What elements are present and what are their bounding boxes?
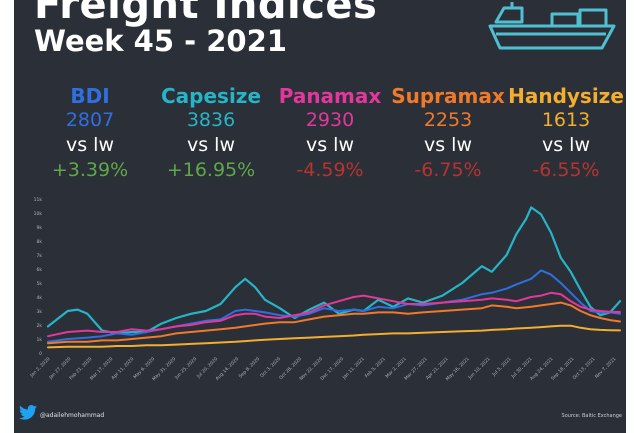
- index-name: Panamax: [278, 84, 382, 108]
- y-tick-label: 0: [39, 351, 42, 357]
- index-capesize: Capesize 3836 vs lw +16.95%: [149, 84, 273, 181]
- subtitle: Week 45 - 2021: [34, 24, 287, 58]
- index-name: Capesize: [160, 84, 262, 108]
- index-vs-label: vs lw: [65, 134, 114, 156]
- series-line-panamax: [47, 291, 621, 338]
- index-name: Handysize: [508, 84, 624, 108]
- index-vs-label: vs lw: [541, 134, 590, 156]
- x-tick-label: Nov 7, 2021: [594, 356, 618, 380]
- index-vs-label: vs lw: [186, 134, 235, 156]
- index-vs-label: vs lw: [305, 134, 354, 156]
- x-tick-label: Mar 2, 2021: [384, 356, 407, 379]
- x-tick-label: Jan 11, 2021: [341, 356, 366, 381]
- x-tick-label: Apr 11, 2020: [110, 356, 135, 381]
- cargo-ship-icon: [488, 2, 616, 50]
- series-line-supramax: [47, 301, 621, 345]
- author-handle: @adailehmohammad: [40, 412, 105, 419]
- x-tick-label: Feb 5, 2021: [364, 356, 387, 379]
- series-line-handysize: [47, 324, 621, 349]
- y-tick-label: 6k: [37, 267, 43, 273]
- index-change: -6.75%: [414, 159, 482, 181]
- twitter-bird-icon: [19, 405, 37, 420]
- index-panamax: Panamax 2930 vs lw -4.59%: [268, 84, 392, 181]
- title: Freight Indices: [34, 0, 378, 28]
- index-supramax: Supramax 2253 vs lw -6.75%: [386, 84, 510, 181]
- x-tick-label: Oct 13, 2021: [572, 356, 597, 381]
- y-tick-label: 10k: [34, 211, 43, 217]
- x-tick-label: Jul 5, 2021: [491, 356, 513, 378]
- x-tick-label: Sep 8, 2020: [238, 356, 261, 379]
- infographic-card: Freight Indices Week 45 - 2021 BDI 2807 …: [14, 0, 626, 433]
- y-tick-label: 9k: [37, 225, 43, 231]
- index-value: 1613: [541, 109, 591, 131]
- index-vs-label: vs lw: [423, 134, 472, 156]
- index-bdi: BDI 2807 vs lw +3.39%: [28, 84, 152, 181]
- index-value: 2930: [305, 109, 355, 131]
- index-change: -4.59%: [296, 159, 364, 181]
- y-tick-label: 8k: [37, 239, 43, 245]
- series-line-capesize: [46, 206, 622, 335]
- index-handysize: Handysize 1613 vs lw -6.55%: [504, 84, 626, 181]
- x-tick-label: Jun 10, 2021: [467, 356, 492, 381]
- x-tick-label: Jan 2, 2020: [28, 356, 51, 379]
- y-tick-label: 5k: [37, 281, 43, 287]
- index-change: -6.55%: [532, 159, 600, 181]
- x-tick-label: Oct 3, 2020: [259, 356, 282, 379]
- index-change: +16.95%: [166, 159, 256, 181]
- y-tick-label: 11k: [34, 197, 43, 203]
- y-tick-label: 3k: [37, 309, 43, 315]
- x-tick-label: Jun 25, 2020: [173, 356, 198, 381]
- y-tick-label: 1k: [37, 337, 43, 343]
- index-value: 2253: [423, 109, 473, 131]
- index-value: 3836: [186, 109, 236, 131]
- index-name: BDI: [70, 84, 110, 108]
- index-change: +3.39%: [51, 159, 129, 181]
- line-chart: 0 1k 2k 3k 4k 5k 6k 7k 8k 9k 10k 11k Jan 2, 2020 Jan …: [28, 197, 622, 382]
- index-name: Supramax: [391, 84, 505, 108]
- source-note: Source: Baltic Exchange: [561, 413, 622, 419]
- index-value: 2807: [65, 109, 115, 131]
- y-tick-label: 7k: [37, 253, 43, 259]
- y-tick-label: 2k: [37, 323, 43, 329]
- y-tick-label: 4k: [37, 295, 43, 301]
